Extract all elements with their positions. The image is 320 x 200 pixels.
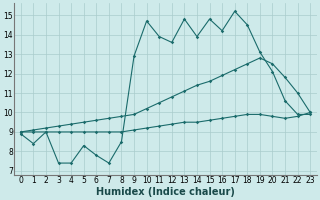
X-axis label: Humidex (Indice chaleur): Humidex (Indice chaleur) <box>96 187 235 197</box>
